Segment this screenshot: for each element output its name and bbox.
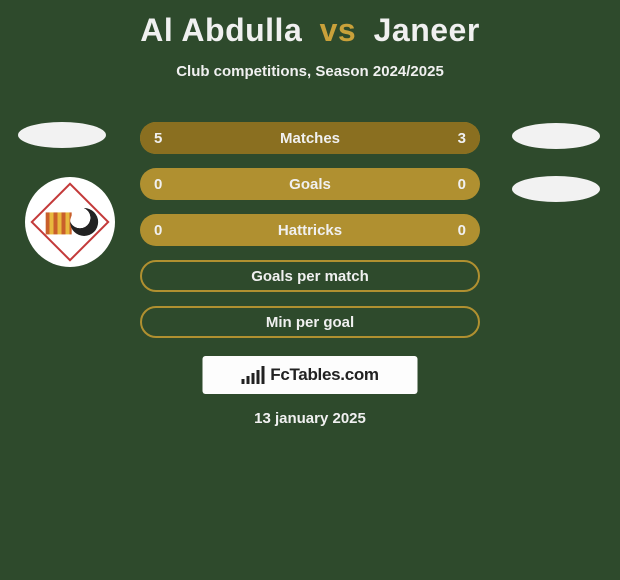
stat-row: Goals per match bbox=[140, 260, 480, 292]
snapshot-date: 13 january 2025 bbox=[254, 410, 366, 427]
club-right-placeholder bbox=[512, 176, 600, 202]
logo-bar bbox=[246, 376, 249, 384]
competition-subtitle: Club competitions, Season 2024/2025 bbox=[0, 63, 620, 80]
badge-ball-icon bbox=[70, 208, 98, 236]
stat-value-right: 0 bbox=[458, 176, 466, 193]
stat-label: Goals bbox=[289, 176, 331, 193]
stat-value-left: 0 bbox=[154, 222, 162, 239]
player-left-flag-placeholder bbox=[18, 122, 106, 148]
stat-row: 5 Matches 3 bbox=[140, 122, 480, 154]
stat-value-left: 0 bbox=[154, 176, 162, 193]
bar-chart-icon bbox=[241, 366, 264, 384]
stat-value-right: 0 bbox=[458, 222, 466, 239]
vs-text: vs bbox=[312, 12, 365, 48]
logo-bar bbox=[261, 366, 264, 384]
badge-diamond bbox=[30, 182, 109, 261]
logo-bar bbox=[256, 370, 259, 384]
stat-value-left: 5 bbox=[154, 130, 162, 147]
player-right-flag-placeholder bbox=[512, 123, 600, 149]
stat-label: Hattricks bbox=[278, 222, 342, 239]
stat-row: Min per goal bbox=[140, 306, 480, 338]
player-left-name: Al Abdulla bbox=[140, 12, 302, 48]
stat-row: 0 Hattricks 0 bbox=[140, 214, 480, 246]
club-left-badge bbox=[25, 177, 115, 267]
player-right-name: Janeer bbox=[374, 12, 480, 48]
badge-stripes bbox=[46, 212, 72, 234]
logo-text: FcTables.com bbox=[270, 365, 379, 385]
stat-label: Min per goal bbox=[266, 314, 354, 331]
logo-bar bbox=[241, 379, 244, 384]
stat-value-right: 3 bbox=[458, 130, 466, 147]
stat-label: Goals per match bbox=[251, 268, 369, 285]
stats-column: 5 Matches 3 0 Goals 0 0 Hattricks 0 Goals per mat… bbox=[140, 122, 480, 352]
logo-bar bbox=[251, 373, 254, 384]
fctables-logo: FcTables.com bbox=[203, 356, 418, 394]
comparison-title: Al Abdulla vs Janeer bbox=[0, 0, 620, 49]
stat-row: 0 Goals 0 bbox=[140, 168, 480, 200]
stat-label: Matches bbox=[280, 130, 340, 147]
